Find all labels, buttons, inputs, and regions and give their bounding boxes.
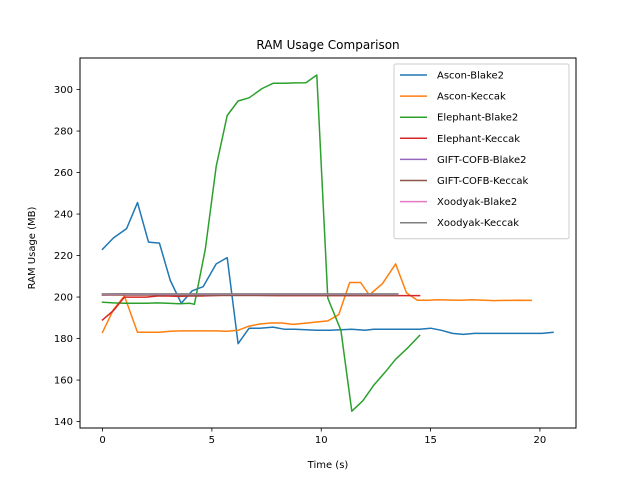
legend-label: Xoodyak-Keccak [437,218,519,229]
legend-label: Xoodyak-Blake2 [437,197,517,208]
y-tick-label: 260 [54,168,73,179]
legend: Ascon-Blake2 Ascon-Keccak Elephant-Blake2 E… [393,63,570,240]
legend-label: Ascon-Keccak [437,92,506,103]
legend-label: GIFT-COFB-Keccak [437,176,528,187]
x-tick-label: 15 [424,435,437,446]
x-axis-label: Time (s) [307,460,349,471]
y-tick-label: 180 [54,334,73,345]
x-tick-label: 20 [534,435,547,446]
x-tick-label: 10 [315,435,328,446]
series-line-2 [101,74,421,412]
y-axis-label: RAM Usage (MB) [27,206,38,289]
x-tick-label: 5 [209,435,215,446]
y-axis: 140 160 180 200 220 240 260 280 300 [54,85,80,428]
chart-title: RAM Usage Comparison [256,38,399,52]
y-tick-label: 220 [54,251,73,262]
y-tick-label: 300 [54,85,73,96]
legend-label: Ascon-Blake2 [437,71,504,82]
legend-label: Elephant-Blake2 [437,113,518,124]
legend-label: Elephant-Keccak [437,134,520,145]
series-line-5 [101,294,399,297]
plot-area [101,74,554,412]
x-tick-label: 0 [99,435,105,446]
axes-frame [79,57,577,429]
y-tick-label: 140 [54,417,73,428]
y-tick-label: 240 [54,210,73,221]
y-tick-label: 160 [54,376,73,387]
legend-label: GIFT-COFB-Blake2 [437,155,527,166]
y-tick-label: 280 [54,127,73,138]
series-line-0 [101,201,554,345]
y-tick-label: 200 [54,293,73,304]
legend-frame [393,63,570,240]
x-axis: 0 5 10 15 20 [99,428,546,446]
series-line-1 [101,263,532,334]
